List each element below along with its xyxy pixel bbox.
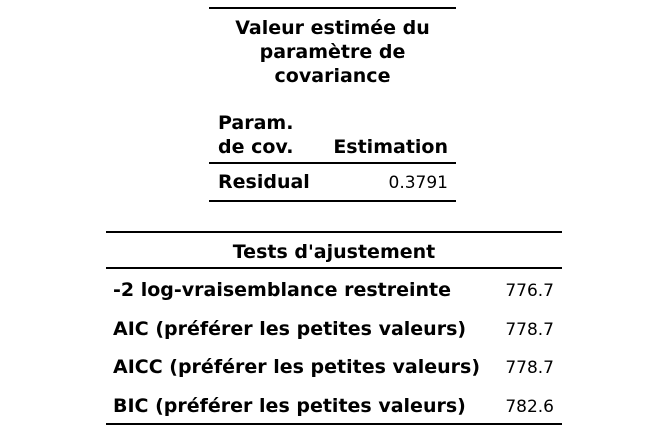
header-line: Param. <box>218 112 294 134</box>
header-line: de cov. <box>218 136 294 158</box>
covariance-parameter-table: Valeur estimée du paramètre de covarianc… <box>209 7 456 202</box>
row-value: 778.7 <box>505 319 554 340</box>
covariance-table-title: Valeur estimée du paramètre de covarianc… <box>209 9 456 88</box>
title-line: Valeur estimée du <box>235 17 430 39</box>
title-line: covariance <box>274 65 391 87</box>
row-label: AIC (préférer les petites valeurs) <box>113 317 467 340</box>
row-value: 778.7 <box>505 358 554 378</box>
row-label: -2 log-vraisemblance restreinte <box>113 279 451 301</box>
table-row: BIC (préférer les petites valeurs) 782.6 <box>106 385 562 425</box>
row-value: 776.7 <box>505 281 554 301</box>
row-label: BIC (préférer les petites valeurs) <box>113 394 466 417</box>
column-header-param: Param. de cov. <box>218 111 293 159</box>
row-value: 0.3791 <box>388 173 448 193</box>
column-header-estimate: Estimation <box>333 136 448 158</box>
title-line: paramètre de <box>259 41 406 63</box>
table-row: AICC (préférer les petites valeurs) 778.… <box>106 346 562 385</box>
covariance-table-header: Param. de cov. Estimation <box>209 88 456 164</box>
row-label: Residual <box>218 171 310 193</box>
table-row: -2 log-vraisemblance restreinte 776.7 <box>106 269 562 308</box>
row-label: AICC (préférer les petites valeurs) <box>113 356 481 378</box>
table-top-rule <box>209 7 456 9</box>
table-row: AIC (préférer les petites valeurs) 778.7 <box>106 308 562 347</box>
row-value: 782.6 <box>505 396 554 417</box>
table-top-rule <box>106 231 562 233</box>
table-row: Residual 0.3791 <box>209 164 456 202</box>
fit-table-title: Tests d'ajustement <box>106 233 562 269</box>
fit-statistics-table: Tests d'ajustement -2 log-vraisemblance … <box>106 231 562 425</box>
